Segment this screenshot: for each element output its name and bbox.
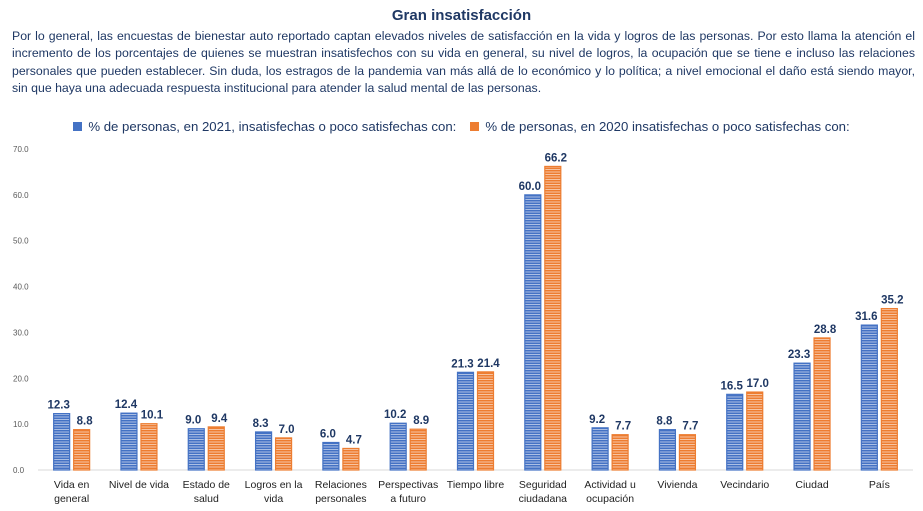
- bar-2021: [120, 412, 138, 471]
- legend-swatch-2020: [470, 122, 480, 131]
- value-label-2021: 12.3: [47, 400, 69, 412]
- category-label: Actividad u: [584, 479, 636, 491]
- value-label-2020: 10.1: [141, 410, 164, 422]
- bar-2020: [813, 337, 831, 471]
- value-label-2020: 9.4: [211, 413, 228, 425]
- legend-item-2020: % de personas, en 2020 insatisfechas o p…: [470, 119, 850, 134]
- value-label-2021: 8.3: [253, 418, 269, 430]
- category-label: Tiempo libre: [447, 479, 505, 491]
- category-label: personales: [315, 493, 366, 505]
- category-label: Relaciones: [315, 479, 367, 491]
- bar-2021: [860, 324, 878, 471]
- category-label: Ciudad: [795, 479, 828, 491]
- intro-paragraph: Por lo general, las encuestas de bienest…: [12, 29, 915, 95]
- bar-2021: [658, 429, 677, 471]
- bar-2020: [544, 165, 562, 471]
- value-label-2021: 12.4: [115, 399, 138, 411]
- bar-2021: [456, 371, 475, 471]
- category-label: a futuro: [390, 493, 426, 505]
- bar-2021: [726, 393, 744, 471]
- bar-2020: [274, 437, 293, 471]
- value-label-2020: 35.2: [881, 295, 903, 307]
- bar-2020: [476, 371, 495, 471]
- value-label-2021: 10.2: [384, 409, 406, 421]
- value-label-2020: 17.0: [747, 378, 769, 390]
- bar-2020: [409, 428, 427, 471]
- legend-item-2021: % de personas, en 2021, insatisfechas o …: [73, 119, 456, 134]
- legend-label-2021: % de personas, en 2021, insatisfechas o …: [88, 119, 457, 134]
- bar-2020: [342, 447, 360, 471]
- bar-2021: [254, 431, 273, 471]
- bar-2021: [524, 194, 542, 471]
- category-label: Estado de: [183, 479, 230, 491]
- category-label: salud: [194, 493, 219, 505]
- y-tick-label: 40.0: [13, 283, 29, 292]
- y-tick-label: 50.0: [13, 237, 29, 246]
- bar-2021: [591, 427, 609, 471]
- y-tick-label: 70.0: [13, 145, 29, 154]
- bar-2020: [880, 307, 898, 471]
- category-label: Seguridad: [519, 479, 567, 491]
- value-label-2020: 7.7: [615, 421, 631, 433]
- y-tick-label: 10.0: [13, 420, 29, 429]
- bar-2020: [746, 391, 764, 471]
- value-label-2020: 8.9: [413, 415, 429, 427]
- value-label-2021: 23.3: [788, 349, 810, 361]
- value-label-2021: 31.6: [855, 311, 877, 323]
- value-label-2021: 60.0: [519, 181, 541, 193]
- bar-2021: [389, 422, 407, 471]
- bar-2020: [140, 423, 158, 471]
- value-label-2020: 7.7: [682, 421, 698, 433]
- y-tick-label: 20.0: [13, 374, 29, 383]
- y-tick-label: 30.0: [13, 328, 29, 337]
- bar-2020: [73, 429, 91, 471]
- chart-title: Gran insatisfacción: [391, 7, 532, 24]
- value-label-2020: 7.0: [279, 424, 295, 436]
- category-label: País: [869, 479, 890, 491]
- value-label-2020: 21.4: [477, 358, 500, 370]
- category-label: general: [54, 493, 89, 505]
- legend: % de personas, en 2021, insatisfechas o …: [0, 119, 923, 134]
- category-label: ocupación: [586, 493, 634, 505]
- y-tick-label: 60.0: [13, 191, 29, 200]
- value-label-2020: 66.2: [545, 152, 567, 164]
- value-label-2021: 9.2: [589, 414, 605, 426]
- category-label: Vecindario: [720, 479, 769, 491]
- bar-2020: [611, 434, 629, 471]
- category-label: Perspectivas: [378, 479, 438, 491]
- category-label: ciudadana: [519, 493, 568, 505]
- category-label: vida: [264, 493, 283, 505]
- value-label-2021: 9.0: [185, 415, 201, 427]
- value-label-2020: 8.8: [77, 416, 94, 428]
- legend-swatch-2021: [73, 122, 83, 131]
- value-label-2021: 6.0: [320, 428, 336, 440]
- bar-2021: [53, 412, 71, 471]
- category-label: Nivel de vida: [109, 479, 169, 491]
- bar-2021: [322, 441, 340, 471]
- value-label-2021: 16.5: [721, 380, 744, 392]
- value-label-2020: 28.8: [814, 324, 837, 336]
- value-label-2021: 8.8: [656, 416, 673, 428]
- bar-2021: [793, 362, 811, 471]
- value-label-2021: 21.3: [451, 358, 473, 370]
- y-tick-label: 0.0: [13, 466, 25, 475]
- bar-2021: [187, 428, 205, 471]
- category-label: Logros en la: [245, 479, 303, 491]
- bar-2020: [678, 434, 697, 471]
- category-label: Vivienda: [657, 479, 697, 491]
- value-label-2020: 4.7: [346, 434, 362, 446]
- legend-label-2020: % de personas, en 2020 insatisfechas o p…: [485, 119, 850, 134]
- category-label: Vida en: [54, 479, 90, 491]
- bar-2020: [207, 426, 225, 471]
